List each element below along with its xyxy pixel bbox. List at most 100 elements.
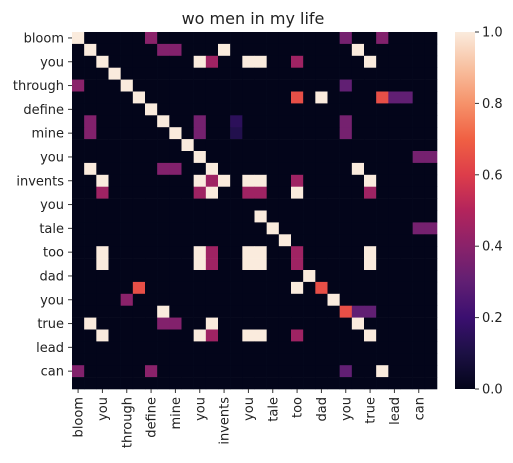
heatmap-cell	[72, 174, 85, 187]
x-tick-label: too	[291, 397, 306, 418]
heatmap-cell	[242, 341, 255, 354]
heatmap-cell	[193, 341, 207, 354]
heatmap-cell	[205, 222, 219, 235]
heatmap-cell	[181, 377, 194, 390]
heatmap-cell	[108, 377, 121, 390]
heatmap-cell	[254, 222, 267, 235]
heatmap-cell	[181, 258, 194, 271]
heatmap-cell	[218, 67, 231, 80]
heatmap-cell	[205, 329, 219, 342]
heatmap-cell	[400, 365, 413, 378]
heatmap-cell	[120, 162, 134, 176]
heatmap-cell	[181, 79, 194, 92]
heatmap-cell	[266, 162, 280, 176]
heatmap-cell	[145, 139, 158, 152]
heatmap-cell	[400, 317, 413, 330]
heatmap-cell	[376, 305, 389, 318]
heatmap-cell	[169, 246, 182, 259]
heatmap-cell	[339, 281, 353, 295]
heatmap-cell	[364, 162, 377, 176]
heatmap-cells	[72, 32, 438, 390]
heatmap-cell	[242, 317, 255, 330]
heatmap-cell	[315, 115, 328, 128]
heatmap-cell	[205, 32, 219, 45]
heatmap-cell	[315, 32, 328, 45]
heatmap-cell	[218, 91, 231, 104]
heatmap-cell	[145, 162, 158, 176]
heatmap-cell	[327, 79, 340, 92]
heatmap-cell	[291, 174, 304, 187]
heatmap-cell	[412, 79, 426, 92]
heatmap-cell	[181, 151, 194, 164]
heatmap-cell	[412, 151, 426, 164]
heatmap-cell	[193, 270, 207, 283]
heatmap-cell	[132, 353, 146, 366]
heatmap-cell	[193, 162, 207, 176]
heatmap-cell	[303, 198, 316, 211]
heatmap-cell	[72, 293, 85, 306]
heatmap-cell	[84, 198, 97, 211]
heatmap-cell	[327, 103, 340, 116]
heatmap-cell	[132, 258, 146, 271]
heatmap-cell	[388, 353, 401, 366]
heatmap-cell	[120, 270, 134, 283]
heatmap-cell	[96, 317, 109, 330]
heatmap-cell	[169, 55, 182, 68]
heatmap-cell	[145, 186, 158, 199]
heatmap-cell	[108, 32, 121, 45]
heatmap-cell	[84, 43, 97, 57]
heatmap-cell	[400, 210, 413, 223]
heatmap-cell	[412, 198, 426, 211]
heatmap-cell	[254, 353, 267, 366]
heatmap-cell	[315, 67, 328, 80]
heatmap-cell	[303, 317, 316, 330]
heatmap-cell	[376, 210, 389, 223]
heatmap-cell	[242, 151, 255, 164]
heatmap-cell	[218, 222, 231, 235]
heatmap-cell	[254, 174, 267, 187]
heatmap-cell	[145, 222, 158, 235]
heatmap-cell	[424, 258, 438, 271]
heatmap-cell	[327, 377, 340, 390]
heatmap-cell	[169, 115, 182, 128]
heatmap-cell	[145, 67, 158, 80]
heatmap-cell	[424, 91, 438, 104]
heatmap-cell	[351, 246, 365, 259]
heatmap-cell	[157, 365, 170, 378]
heatmap-cell	[364, 198, 377, 211]
heatmap-cell	[303, 353, 316, 366]
heatmap-cell	[181, 103, 194, 116]
heatmap-cell	[72, 341, 85, 354]
heatmap-cell	[351, 341, 365, 354]
heatmap-cell	[72, 234, 85, 247]
heatmap-cell	[291, 162, 304, 176]
heatmap-cell	[412, 365, 426, 378]
heatmap-cell	[230, 210, 243, 223]
heatmap-cell	[339, 353, 353, 366]
heatmap-cell	[72, 79, 85, 92]
heatmap-cell	[278, 198, 292, 211]
heatmap-cell	[169, 43, 182, 57]
heatmap-cell	[388, 43, 401, 57]
heatmap-cell	[72, 162, 85, 176]
heatmap-cell	[169, 79, 182, 92]
heatmap-cell	[278, 377, 292, 390]
heatmap-cell	[376, 43, 389, 57]
heatmap-cell	[364, 234, 377, 247]
heatmap-cell	[291, 67, 304, 80]
heatmap-cell	[193, 234, 207, 247]
heatmap-cell	[339, 43, 353, 57]
heatmap-cell	[84, 162, 97, 176]
heatmap-cell	[96, 91, 109, 104]
heatmap-cell	[315, 293, 328, 306]
heatmap-cell	[254, 293, 267, 306]
heatmap-cell	[120, 210, 134, 223]
heatmap-cell	[388, 329, 401, 342]
heatmap-cell	[400, 293, 413, 306]
heatmap-cell	[157, 270, 170, 283]
heatmap-cell	[424, 222, 438, 235]
x-tick-label: you	[242, 397, 257, 421]
heatmap-cell	[254, 139, 267, 152]
heatmap-cell	[388, 341, 401, 354]
heatmap-cell	[400, 198, 413, 211]
